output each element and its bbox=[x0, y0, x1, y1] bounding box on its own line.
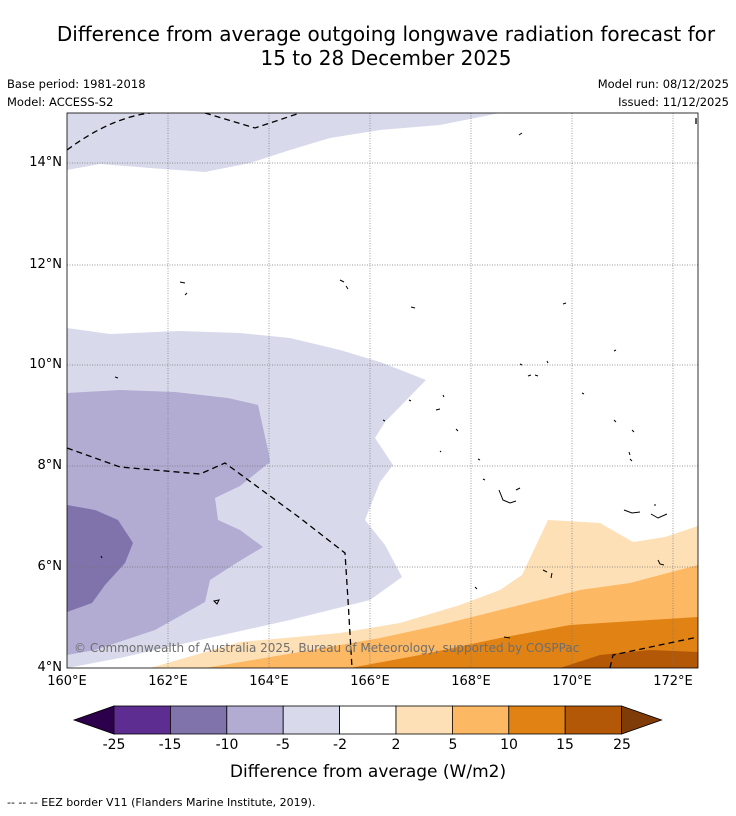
model-name: Model: ACCESS-S2 bbox=[7, 95, 114, 109]
colorbar-tick: -25 bbox=[102, 737, 126, 753]
colorbar-segment bbox=[169, 705, 228, 735]
plot-frame bbox=[66, 112, 699, 669]
colorbar-tick: -2 bbox=[333, 737, 347, 753]
lon-tick-164e: 164°E bbox=[249, 674, 289, 689]
lon-tick-162e: 162°E bbox=[148, 674, 188, 689]
colorbar-tick: -5 bbox=[276, 737, 290, 753]
lon-tick-170e: 170°E bbox=[552, 674, 592, 689]
lon-tick-166e: 166°E bbox=[350, 674, 390, 689]
anomaly-region-minus10 bbox=[67, 505, 133, 612]
colorbar-segment bbox=[282, 705, 341, 735]
colorbar-segment bbox=[508, 705, 566, 735]
colorbar-segment bbox=[113, 705, 171, 735]
colorbar-segment bbox=[339, 705, 397, 735]
issued-date: Issued: 11/12/2025 bbox=[618, 95, 729, 109]
eez-footnote: -- -- -- EEZ border V11 (Flanders Marine… bbox=[7, 796, 316, 809]
lat-tick-10n: 10°N bbox=[29, 357, 62, 372]
lon-tick-168e: 168°E bbox=[451, 674, 491, 689]
colorbar-tick: -15 bbox=[158, 737, 182, 753]
lat-tick-14n: 14°N bbox=[29, 155, 62, 170]
copyright-notice: © Commonwealth of Australia 2025, Bureau… bbox=[74, 641, 580, 655]
map-plot-area bbox=[67, 113, 698, 668]
colorbar-extend-high bbox=[621, 705, 663, 735]
colorbar bbox=[72, 705, 663, 735]
colorbar-tick: 25 bbox=[613, 737, 631, 753]
colorbar-segment bbox=[226, 705, 284, 735]
lon-tick-160e: 160°E bbox=[47, 674, 87, 689]
anomaly-region-plus15 bbox=[560, 650, 698, 668]
colorbar-segment bbox=[395, 705, 453, 735]
colorbar-extend-low bbox=[72, 705, 115, 735]
eez-border-south bbox=[67, 447, 353, 668]
lat-tick-6n: 6°N bbox=[37, 559, 63, 574]
colorbar-tick: -10 bbox=[215, 737, 239, 753]
lat-tick-4n: 4°N bbox=[37, 660, 63, 675]
gridlines bbox=[67, 113, 698, 668]
lat-tick-12n: 12°N bbox=[29, 257, 62, 272]
eez-border-north bbox=[67, 113, 301, 151]
colorbar-label: Difference from average (W/m2) bbox=[229, 762, 507, 782]
meta-left: Base period: 1981-2018 Model: ACCESS-S2 bbox=[7, 75, 146, 111]
colorbar-segment bbox=[564, 705, 623, 735]
eez-border-southeast bbox=[609, 636, 698, 668]
anomaly-band-minus2-north bbox=[67, 113, 500, 172]
eez-borders bbox=[67, 113, 698, 668]
colorbar-tick: 15 bbox=[556, 737, 574, 753]
map-title: Difference from average outgoing longwav… bbox=[0, 22, 736, 70]
meta-right: Model run: 08/12/2025 Issued: 11/12/2025 bbox=[598, 75, 729, 111]
colorbar-tick: 5 bbox=[448, 737, 458, 753]
colorbar-segment bbox=[451, 705, 510, 735]
lat-tick-8n: 8°N bbox=[37, 458, 63, 473]
island-outlines bbox=[100, 132, 668, 639]
title-line-2: 15 to 28 December 2025 bbox=[260, 46, 512, 70]
title-line-1: Difference from average outgoing longwav… bbox=[56, 22, 716, 46]
model-run: Model run: 08/12/2025 bbox=[597, 77, 729, 91]
lon-tick-172e: 172°E bbox=[653, 674, 693, 689]
colorbar-tick: 2 bbox=[391, 737, 401, 753]
colorbar-tick: 10 bbox=[500, 737, 518, 753]
base-period: Base period: 1981-2018 bbox=[7, 77, 146, 91]
anomaly-region-minus5 bbox=[67, 390, 270, 655]
